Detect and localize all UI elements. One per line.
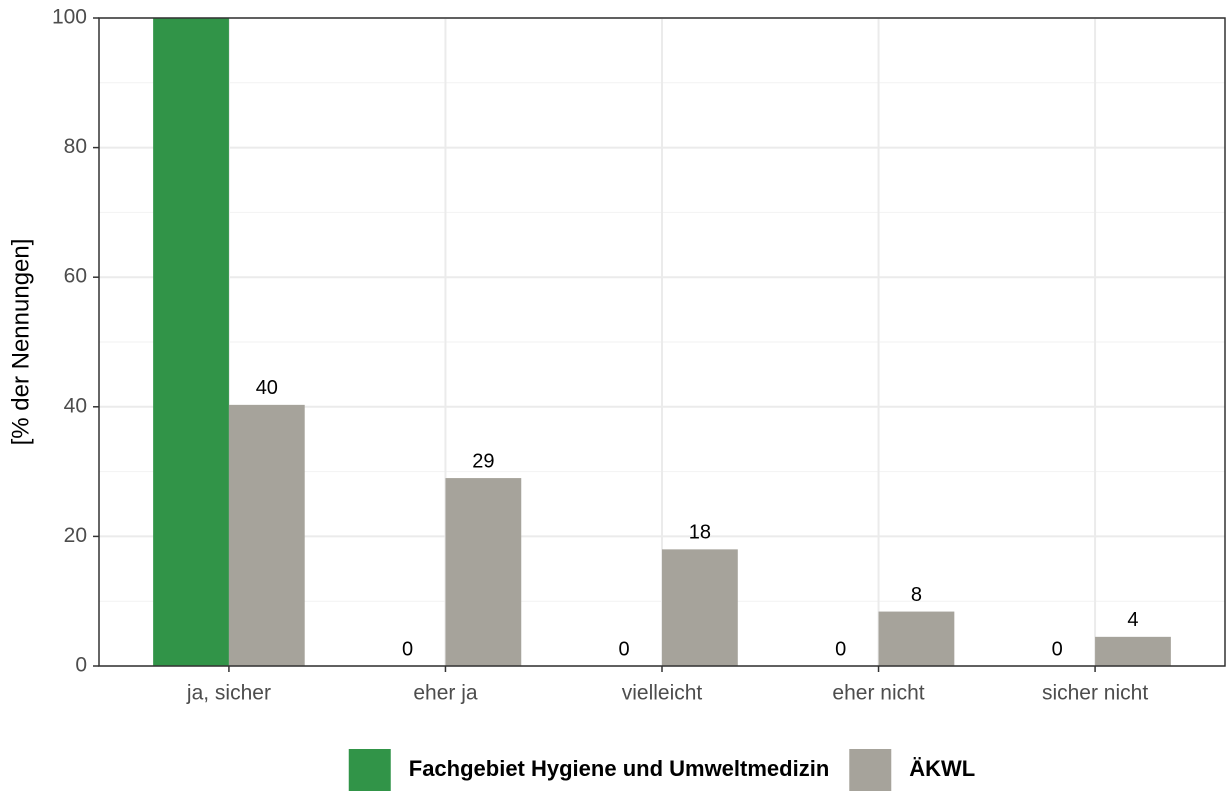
value-label: 0 — [1052, 638, 1063, 660]
bar — [228, 404, 305, 666]
value-label: 0 — [619, 638, 630, 660]
value-label: 40 — [256, 377, 278, 399]
value-label: 29 — [472, 450, 494, 472]
y-tick-label: 20 — [64, 524, 87, 547]
y-tick-label: 0 — [75, 654, 87, 677]
value-label: 8 — [911, 584, 922, 606]
legend-swatch — [849, 749, 892, 791]
value-label: 0 — [835, 638, 846, 660]
value-label: 0 — [402, 638, 413, 660]
plot-border — [98, 17, 1226, 667]
y-tick-label: 80 — [64, 135, 87, 158]
value-label: 18 — [689, 522, 711, 544]
legend-swatch — [348, 749, 391, 791]
y-axis-label: [% der Nennungen] — [7, 239, 34, 446]
y-tick-label: 100 — [52, 6, 87, 29]
bar — [662, 549, 738, 666]
legend-label: ÄKWL — [909, 756, 975, 781]
bar — [153, 18, 229, 666]
x-tick-label: eher nicht — [832, 682, 924, 705]
legend-label: Fachgebiet Hygiene und Umweltmedizin — [409, 756, 830, 781]
x-tick-label: vielleicht — [622, 682, 703, 705]
x-tick-label: ja, sicher — [186, 682, 271, 705]
bar — [445, 478, 522, 666]
y-tick-label: 40 — [64, 394, 87, 417]
y-tick-label: 60 — [64, 265, 87, 288]
x-tick-label: sicher nicht — [1042, 682, 1148, 705]
bar — [878, 611, 955, 666]
value-label: 4 — [1127, 609, 1138, 631]
x-tick-label: eher ja — [413, 682, 478, 705]
bar — [1095, 636, 1171, 666]
